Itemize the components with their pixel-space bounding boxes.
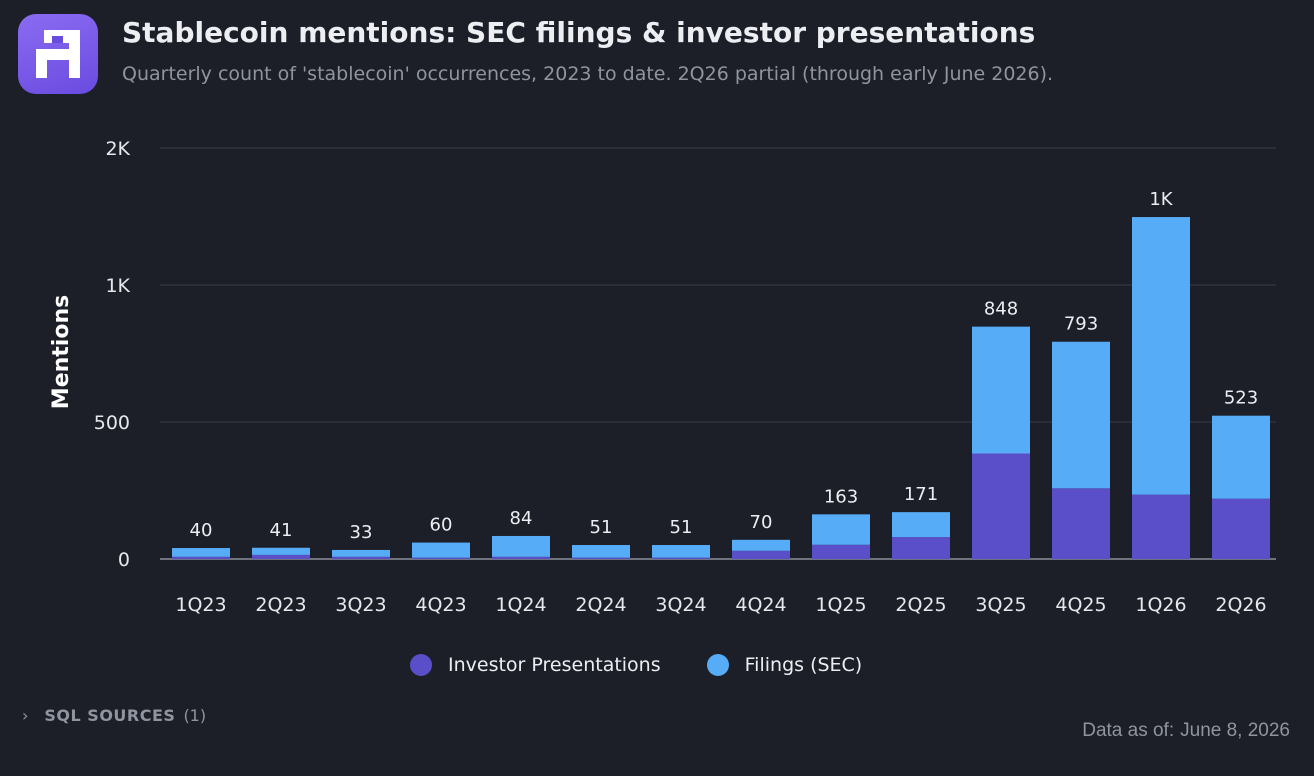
legend-label: Filings (SEC)	[744, 654, 863, 676]
x-tick-label: 4Q23	[415, 594, 466, 616]
bar-segment	[732, 539, 790, 551]
x-tick-label: 2Q23	[255, 594, 306, 616]
bar-segment	[332, 556, 390, 559]
bar-segment	[172, 548, 230, 557]
bar-segment	[892, 537, 950, 559]
x-tick-label: 1Q24	[495, 594, 546, 616]
bar-segment	[412, 542, 470, 558]
data-label: 171	[904, 484, 938, 505]
data-label: 848	[984, 299, 1018, 320]
bar-segment	[492, 556, 550, 559]
chart: 0 500 1K 2K Mentions 40 1Q23 41 2Q23 33 3Q23 60 4Q23…	[49, 138, 1276, 616]
bar-segment	[332, 549, 390, 557]
data-label: 793	[1064, 314, 1098, 335]
x-tick-label: 2Q26	[1215, 594, 1266, 616]
bar-segment	[412, 557, 470, 559]
data-as-of-date: June 8, 2026	[1180, 720, 1290, 741]
bar-segment	[572, 557, 630, 559]
x-tick-label: 2Q24	[575, 594, 626, 616]
bar-segment	[252, 547, 310, 555]
bar-segment	[652, 557, 710, 559]
x-tick-label: 4Q24	[735, 594, 786, 616]
data-label: 51	[670, 517, 693, 538]
bar-segment	[172, 556, 230, 559]
chart-subtitle: Quarterly count of 'stablecoin' occurren…	[122, 63, 1054, 85]
bar-segment	[1132, 217, 1190, 495]
data-label: 523	[1224, 388, 1258, 409]
data-label: 70	[750, 512, 773, 533]
data-label: 40	[190, 520, 213, 541]
y-tick-label: 2K	[105, 138, 130, 160]
chart-legend: Investor Presentations Filings (SEC)	[410, 654, 908, 676]
bar-segment	[892, 512, 950, 538]
chart-title: Stablecoin mentions: SEC filings & inves…	[122, 16, 1036, 49]
app-logo	[18, 14, 98, 94]
y-tick-label: 0	[118, 549, 130, 571]
sql-sources-count: (1)	[183, 706, 207, 725]
bar-segment	[812, 544, 870, 559]
bar-segment	[1132, 494, 1190, 559]
legend-swatch	[410, 654, 432, 676]
x-tick-label: 3Q23	[335, 594, 386, 616]
bar-segment	[652, 545, 710, 558]
y-axis-title: Mentions	[49, 295, 74, 409]
sql-sources-label: SQL SOURCES	[44, 706, 176, 725]
data-label: 163	[824, 486, 858, 507]
y-tick-label: 500	[94, 412, 130, 434]
bar-segment	[732, 550, 790, 559]
x-tick-label: 1Q26	[1135, 594, 1186, 616]
data-as-of: Data as of: June 8, 2026	[1082, 720, 1296, 742]
data-label: 41	[270, 520, 293, 541]
data-label: 33	[350, 522, 373, 543]
bar-segment	[972, 326, 1030, 454]
legend-swatch	[706, 654, 729, 676]
legend-item-filings-sec[interactable]: Filings (SEC)	[706, 654, 863, 676]
bar-segment	[1212, 498, 1270, 559]
bar-segment	[1052, 488, 1110, 559]
bar-segment	[972, 453, 1030, 559]
data-as-of-label: Data as of:	[1082, 720, 1175, 741]
x-tick-label: 1Q23	[175, 594, 226, 616]
x-tick-label: 3Q24	[655, 594, 706, 616]
x-tick-label: 4Q25	[1055, 594, 1106, 616]
bar-segment	[1052, 341, 1110, 489]
logo-icon	[36, 30, 80, 78]
legend-label: Investor Presentations	[448, 654, 661, 676]
chevron-right-icon: ›	[22, 706, 29, 725]
bar-segment	[572, 545, 630, 558]
bar-segment	[812, 514, 870, 545]
x-tick-label: 2Q25	[895, 594, 946, 616]
data-label: 1K	[1149, 189, 1173, 210]
y-tick-label: 1K	[105, 275, 130, 297]
data-label: 51	[590, 517, 613, 538]
x-tick-label: 3Q25	[975, 594, 1026, 616]
sql-sources-toggle[interactable]: › SQL SOURCES (1)	[22, 706, 206, 725]
data-label: 60	[430, 515, 453, 536]
data-label: 84	[510, 508, 533, 529]
bar-segment	[252, 554, 310, 559]
x-tick-label: 1Q25	[815, 594, 866, 616]
bar-segment	[1212, 415, 1270, 499]
legend-item-investor-presentations[interactable]: Investor Presentations	[410, 654, 661, 676]
bar-segment	[492, 535, 550, 557]
